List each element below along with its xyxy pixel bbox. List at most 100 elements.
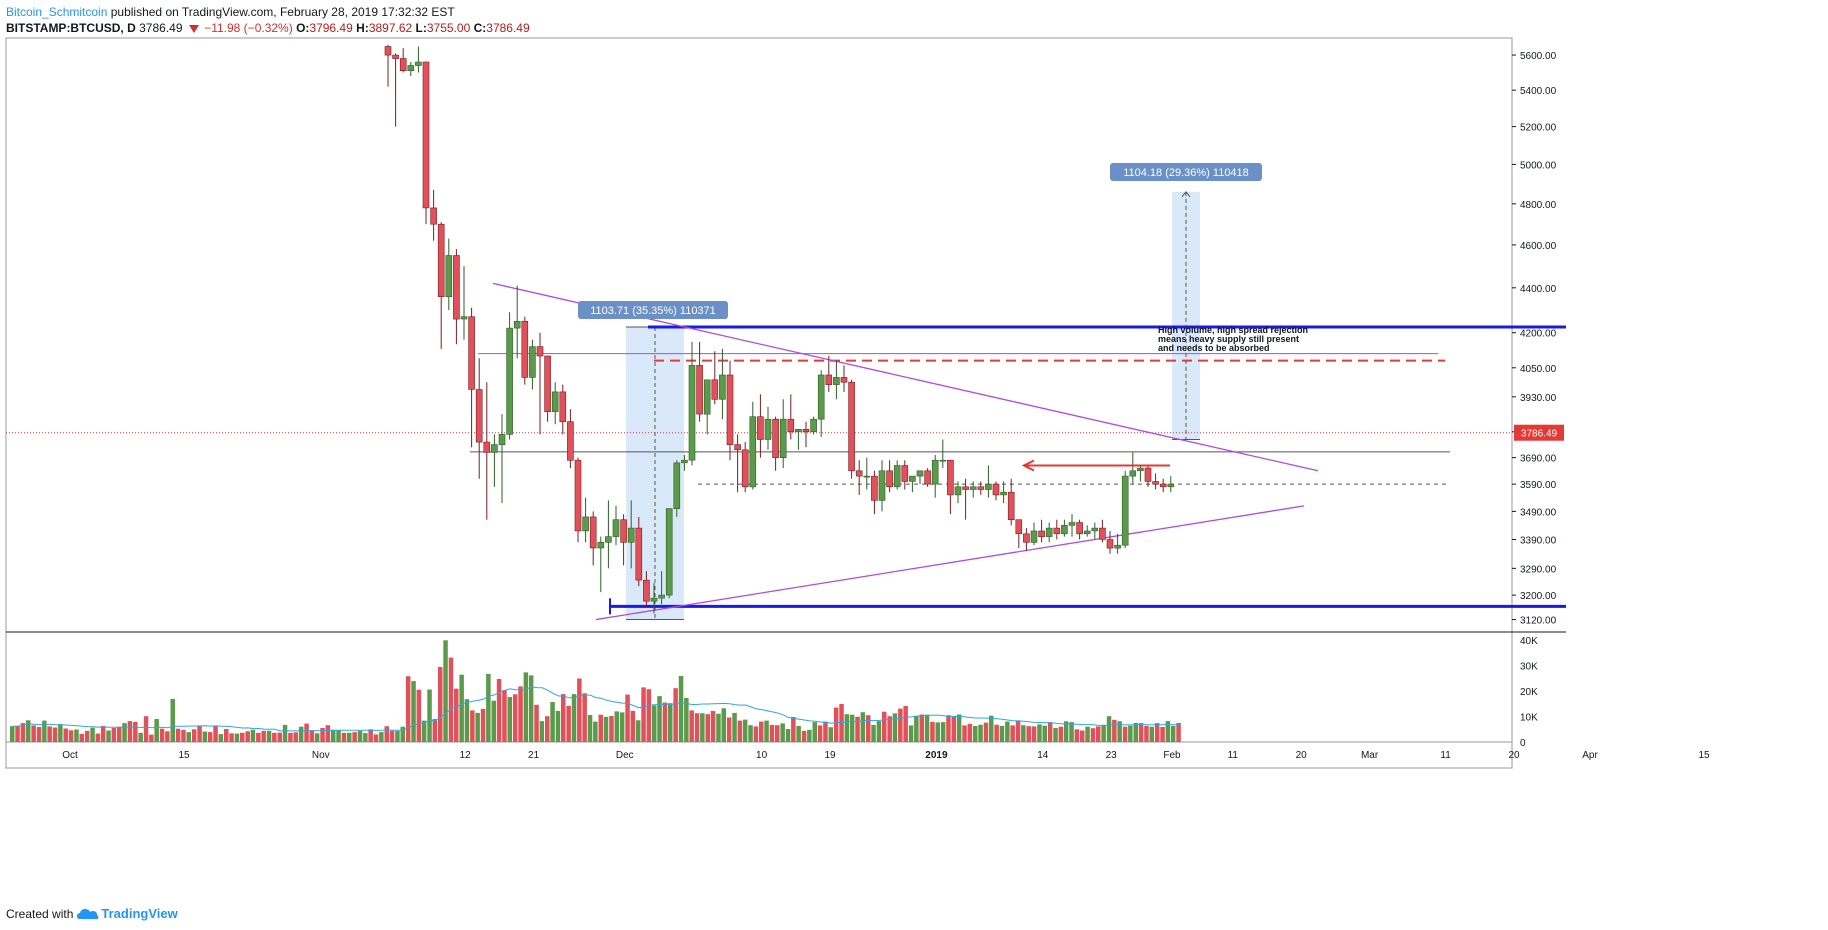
volume-bar <box>635 720 641 742</box>
open-label: O: <box>296 21 310 35</box>
candle-body <box>1114 544 1121 549</box>
price-tick-label: 5400.00 <box>1520 86 1557 97</box>
volume-bar <box>978 724 983 742</box>
candle <box>521 316 529 385</box>
price-tick-label: 3930.00 <box>1520 393 1557 404</box>
created-with-text: Created with <box>6 906 74 921</box>
volume-bar <box>684 697 689 742</box>
volume-bar <box>15 725 20 742</box>
volume-bar <box>480 708 486 742</box>
time-tick-label: 12 <box>460 750 472 761</box>
volume-bar <box>678 676 684 742</box>
candle <box>1045 522 1053 543</box>
volume-bar <box>1021 725 1026 742</box>
volume-tick-label: 40K <box>1520 636 1538 647</box>
candle-body <box>445 255 453 298</box>
candle-body <box>802 428 810 433</box>
volume-bar <box>1063 721 1069 742</box>
volume-bar <box>245 731 250 742</box>
volume-bar <box>534 704 539 742</box>
candle-body <box>498 434 506 445</box>
volume-bar <box>10 726 15 742</box>
candle-body <box>1015 519 1023 535</box>
candle-body <box>726 374 734 445</box>
close-label: C: <box>473 21 487 35</box>
price-tick-label: 3690.00 <box>1520 454 1557 465</box>
tradingview-cloud-icon <box>77 908 99 919</box>
volume-bar <box>454 688 459 742</box>
volume-bar <box>1058 726 1064 742</box>
volume-bar <box>395 731 400 742</box>
volume-bar <box>833 707 839 742</box>
volume-bar <box>304 723 309 742</box>
tradingview-brand: TradingView <box>101 906 178 921</box>
volume-bar <box>780 723 785 742</box>
candle <box>802 421 810 448</box>
candle-body <box>825 374 833 385</box>
volume-bar <box>764 720 769 742</box>
candle-body <box>810 418 817 433</box>
candle <box>392 53 399 127</box>
candle <box>833 360 840 400</box>
time-tick-label: 15 <box>178 750 190 761</box>
candle <box>468 307 475 448</box>
candle <box>688 341 696 466</box>
candle <box>901 460 909 490</box>
candle-body <box>1061 524 1068 535</box>
supply-note-line: High volume, high spread rejection <box>1158 325 1308 335</box>
symbol-label[interactable]: BITSTAMP:BTCUSD, D <box>6 21 136 35</box>
candle-body <box>1045 527 1053 537</box>
volume-bar <box>133 721 138 742</box>
volume-bar <box>207 732 213 742</box>
publish-line: Bitcoin_Schmitcoin published on TradingV… <box>6 4 530 20</box>
candle-body <box>665 508 673 596</box>
volume-bar <box>293 732 298 742</box>
candle-body <box>468 316 475 390</box>
volume-bar <box>668 703 673 742</box>
volume-bar <box>855 716 860 742</box>
volume-bar <box>1106 716 1112 742</box>
candle <box>673 460 681 517</box>
volume-bar <box>807 729 812 742</box>
measure-2-arrowhead <box>1181 191 1191 198</box>
volume-tick-label: 0 <box>1520 738 1526 749</box>
candle <box>1007 478 1015 526</box>
volume-bar <box>839 704 844 742</box>
candle <box>597 536 605 593</box>
candle-body <box>1144 467 1152 482</box>
candle <box>749 401 757 490</box>
tradingview-logo[interactable]: TradingView <box>77 906 178 921</box>
volume-bar <box>400 726 405 742</box>
volume-bar <box>143 716 149 742</box>
volume-bar <box>924 714 930 742</box>
volume-bar <box>940 722 946 742</box>
candle-body <box>415 61 422 66</box>
symbol-line: BITSTAMP:BTCUSD, D 3786.49 −11.98 (−0.32… <box>6 20 530 36</box>
volume-bar <box>1085 726 1090 742</box>
candle-body <box>658 594 665 599</box>
candle <box>1076 519 1083 540</box>
candle <box>1167 476 1175 493</box>
volume-bar <box>919 714 924 742</box>
candle <box>620 514 627 566</box>
volume-bar <box>438 667 443 742</box>
candle-body <box>392 54 399 59</box>
candle-body <box>589 516 597 549</box>
candle <box>384 44 392 87</box>
candle-body <box>551 391 559 412</box>
candle <box>643 571 650 608</box>
candle-body <box>719 374 726 400</box>
volume-bar <box>550 702 555 742</box>
volume-bar <box>298 726 304 742</box>
author-link[interactable]: Bitcoin_Schmitcoin <box>6 5 108 19</box>
volume-bar <box>609 716 614 742</box>
volume-bar <box>812 722 817 742</box>
candle <box>475 358 483 479</box>
volume-bar <box>379 732 384 742</box>
volume-bar <box>892 713 898 742</box>
candle <box>506 312 513 440</box>
candle <box>658 571 665 605</box>
candle <box>977 481 985 495</box>
time-tick-label: 19 <box>824 750 836 761</box>
